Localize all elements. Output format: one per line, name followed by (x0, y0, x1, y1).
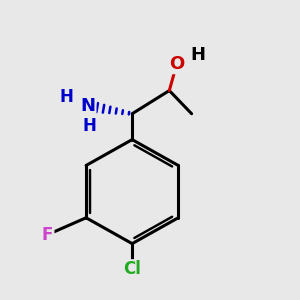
Text: H: H (190, 46, 205, 64)
Text: H: H (82, 117, 96, 135)
Text: H: H (60, 88, 74, 106)
Text: Cl: Cl (123, 260, 141, 278)
Text: F: F (42, 226, 53, 244)
Text: N: N (80, 97, 95, 115)
Text: O: O (169, 55, 184, 73)
